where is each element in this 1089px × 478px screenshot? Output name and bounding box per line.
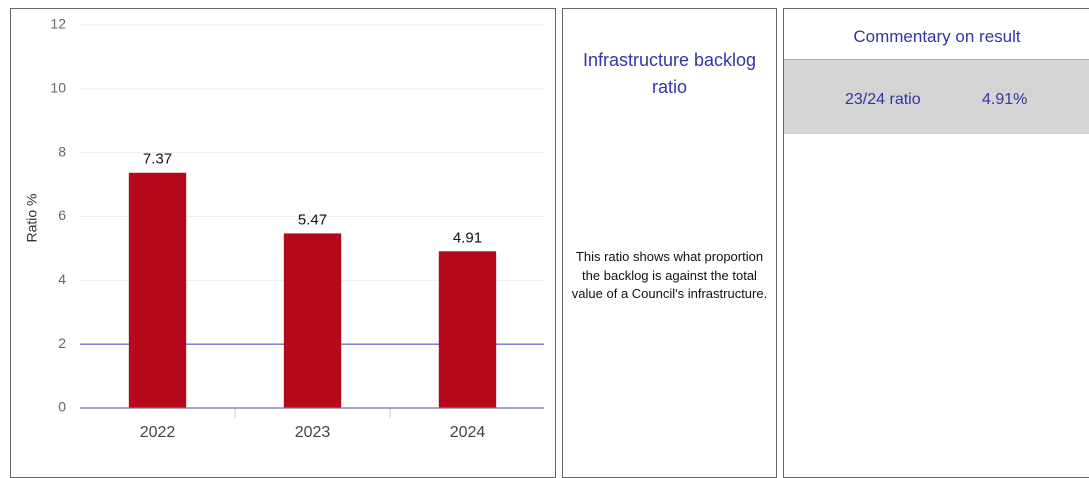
result-value: 4.91% [982,91,1028,108]
commentary-panel: Commentary on result 23/24 ratio 4.91% [783,8,1089,478]
y-tick-label: 0 [58,399,66,415]
x-tick-label: 2024 [450,424,486,441]
result-period: 23/24 ratio [845,91,921,108]
y-tick-label: 12 [50,16,66,32]
data-label: 4.91 [453,229,482,246]
chart-panel: Ratio % 0 2 4 6 8 10 12 2022 7.37 2023 5.47 2024 4.9… [10,8,556,478]
y-tick-label: 6 [58,207,66,223]
indicator-description: This ratio shows what proportion the bac… [571,249,768,301]
commentary-header: Commentary on result [853,27,1021,46]
result-box: 23/24 ratio 4.91% [784,59,1089,134]
data-label: 5.47 [298,211,327,228]
y-tick-label: 8 [58,143,66,159]
data-label: 7.37 [143,151,172,168]
indicator-panel: Infrastructure backlog ratio This ratio … [562,8,777,478]
chart: Ratio % 0 2 4 6 8 10 12 2022 7.37 2023 5.47 2024 4.9… [24,16,544,441]
y-axis-label: Ratio % [24,193,40,242]
bar [438,251,497,408]
y-tick-label: 4 [58,271,66,287]
indicator-title: Infrastructure backlog ratio [582,50,757,97]
x-tick-label: 2022 [140,424,176,441]
bar [283,233,342,408]
bar [128,172,187,408]
page: Ratio % 0 2 4 6 8 10 12 2022 7.37 2023 5.47 2024 4.9… [10,8,1089,478]
y-tick-label: 2 [58,335,66,351]
x-tick-label: 2023 [295,424,331,441]
y-tick-label: 10 [50,80,66,96]
